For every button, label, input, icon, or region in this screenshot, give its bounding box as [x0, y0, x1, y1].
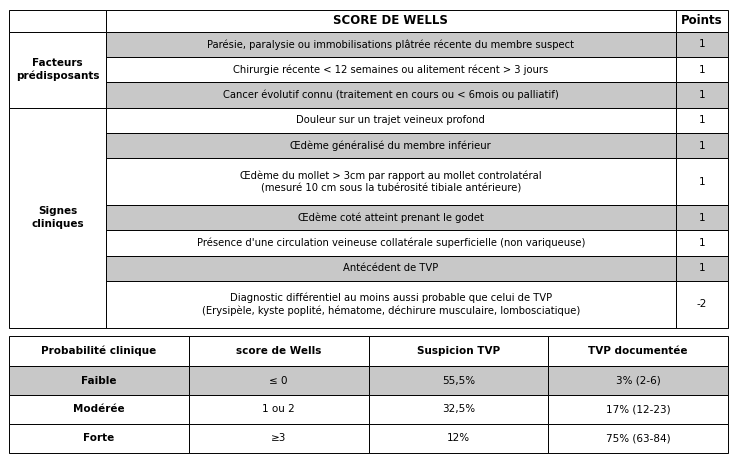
Text: 1: 1 [699, 115, 705, 125]
Bar [189, 336, 368, 366]
Text: Chirurgie récente < 12 semaines ou alitement récent > 3 jours: Chirurgie récente < 12 semaines ou alite… [233, 65, 548, 75]
Text: score de Wells: score de Wells [236, 346, 321, 356]
Bar [106, 281, 676, 328]
Text: 1: 1 [699, 213, 705, 223]
Text: 3% (2-6): 3% (2-6) [616, 376, 660, 386]
Bar [676, 57, 728, 82]
Text: 1: 1 [699, 177, 705, 186]
Text: Suspicion TVP: Suspicion TVP [417, 346, 500, 356]
Text: Faible: Faible [81, 376, 116, 386]
Bar [9, 10, 106, 32]
Text: 1 ou 2: 1 ou 2 [262, 404, 295, 414]
Bar [106, 256, 676, 281]
Text: Œdème coté atteint prenant le godet: Œdème coté atteint prenant le godet [298, 213, 483, 223]
Bar [106, 205, 676, 230]
Text: Modérée: Modérée [73, 404, 125, 414]
Text: Douleur sur un trajet veineux profond: Douleur sur un trajet veineux profond [296, 115, 485, 125]
Bar [676, 158, 728, 205]
Text: Œdème du mollet > 3cm par rapport au mollet controlatéral
(mesuré 10 cm sous la : Œdème du mollet > 3cm par rapport au mol… [240, 170, 542, 193]
Bar [9, 395, 189, 424]
Text: 1: 1 [699, 39, 705, 49]
Bar [548, 395, 728, 424]
Text: ≥3: ≥3 [271, 433, 286, 443]
Bar [676, 82, 728, 108]
Bar [106, 32, 676, 57]
Text: Facteurs
prédisposants: Facteurs prédisposants [15, 58, 99, 81]
Text: Diagnostic différentiel au moins aussi probable que celui de TVP
(Erysipèle, kys: Diagnostic différentiel au moins aussi p… [202, 293, 580, 316]
Text: Probabilité clinique: Probabilité clinique [41, 346, 156, 356]
Text: Présence d'une circulation veineuse collatérale superficielle (non variqueuse): Présence d'une circulation veineuse coll… [197, 238, 585, 248]
Bar [9, 336, 189, 366]
Text: Forte: Forte [83, 433, 114, 443]
Bar [368, 336, 548, 366]
Text: SCORE DE WELLS: SCORE DE WELLS [333, 14, 448, 27]
Bar [106, 108, 676, 133]
Bar [676, 205, 728, 230]
Bar [106, 158, 676, 205]
Bar [106, 82, 676, 108]
Bar [9, 32, 106, 108]
Bar [106, 10, 676, 32]
Text: 75% (63-84): 75% (63-84) [606, 433, 671, 443]
Text: Points: Points [681, 14, 723, 27]
Bar [676, 256, 728, 281]
Bar [9, 366, 189, 395]
Bar [106, 133, 676, 158]
Text: 1: 1 [699, 90, 705, 100]
Bar [106, 230, 676, 256]
Text: Antécédent de TVP: Antécédent de TVP [343, 263, 439, 273]
Bar [368, 366, 548, 395]
Text: Œdème généralisé du membre inférieur: Œdème généralisé du membre inférieur [290, 140, 491, 151]
Bar [548, 366, 728, 395]
Text: Parésie, paralysie ou immobilisations plâtrée récente du membre suspect: Parésie, paralysie ou immobilisations pl… [207, 39, 574, 49]
Text: 55,5%: 55,5% [442, 376, 475, 386]
Text: 17% (12-23): 17% (12-23) [606, 404, 671, 414]
Bar [189, 424, 368, 453]
Bar [676, 10, 728, 32]
Bar [9, 424, 189, 453]
Text: 1: 1 [699, 141, 705, 151]
Text: Cancer évolutif connu (traitement en cours ou < 6mois ou palliatif): Cancer évolutif connu (traitement en cou… [223, 90, 559, 100]
Text: ≤ 0: ≤ 0 [269, 376, 288, 386]
Bar [189, 366, 368, 395]
Bar [9, 108, 106, 328]
Bar [676, 281, 728, 328]
Bar [189, 395, 368, 424]
Bar [548, 424, 728, 453]
Bar [676, 230, 728, 256]
Text: Signes
cliniques: Signes cliniques [31, 207, 84, 229]
Bar [676, 108, 728, 133]
Bar [106, 57, 676, 82]
Bar [368, 424, 548, 453]
Text: 1: 1 [699, 65, 705, 75]
Text: 12%: 12% [447, 433, 470, 443]
Bar [676, 32, 728, 57]
Bar [548, 336, 728, 366]
Bar [676, 133, 728, 158]
Text: 1: 1 [699, 238, 705, 248]
Text: TVP documentée: TVP documentée [588, 346, 688, 356]
Bar [368, 395, 548, 424]
Text: 32,5%: 32,5% [442, 404, 475, 414]
Text: -2: -2 [696, 300, 707, 309]
Text: 1: 1 [699, 263, 705, 273]
